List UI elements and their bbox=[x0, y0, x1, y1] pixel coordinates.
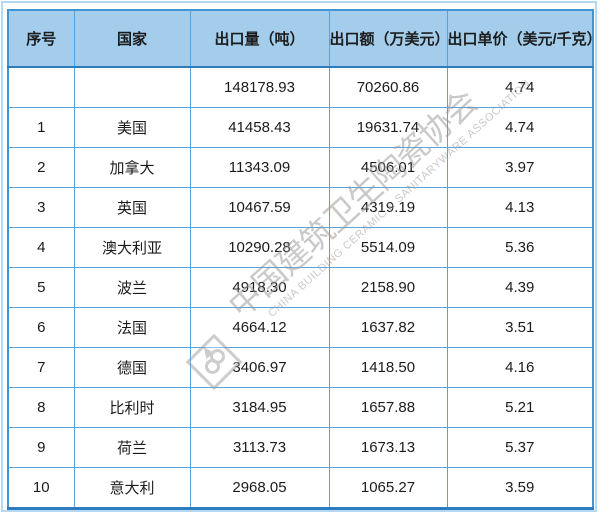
table-row: 5 波兰 4918.30 2158.90 4.39 bbox=[7, 267, 594, 308]
table-cell: 4.74 bbox=[446, 66, 594, 108]
table-cell: 意大利 bbox=[73, 467, 191, 509]
table-row: 4 澳大利亚 10290.28 5514.09 5.36 bbox=[7, 227, 594, 268]
table-cell: 41458.43 bbox=[189, 107, 330, 148]
column-header-serial: 序号 bbox=[7, 9, 75, 68]
table-cell: 比利时 bbox=[73, 387, 191, 428]
table-cell: 5 bbox=[7, 267, 75, 308]
table-row: 3 英国 10467.59 4319.19 4.13 bbox=[7, 187, 594, 228]
table-cell bbox=[73, 66, 191, 108]
table-cell: 3184.95 bbox=[189, 387, 330, 428]
export-data-table: 序号 国家 出口量（吨） 出口额（万美元） 出口单价（美元/千克） 148178… bbox=[7, 9, 594, 510]
table-row: 1 美国 41458.43 19631.74 4.74 bbox=[7, 107, 594, 148]
column-header-value: 出口额（万美元） bbox=[328, 9, 448, 68]
column-header-unit-price: 出口单价（美元/千克） bbox=[446, 9, 594, 68]
table-cell: 4 bbox=[7, 227, 75, 268]
table-cell: 波兰 bbox=[73, 267, 191, 308]
table-cell: 英国 bbox=[73, 187, 191, 228]
table-cell: 4.74 bbox=[446, 107, 594, 148]
table-cell: 1 bbox=[7, 107, 75, 148]
table-cell: 11343.09 bbox=[189, 147, 330, 188]
table-cell: 6 bbox=[7, 307, 75, 348]
table-row-total: 148178.93 70260.86 4.74 bbox=[7, 66, 594, 108]
table-cell: 7 bbox=[7, 347, 75, 388]
header-row: 序号 国家 出口量（吨） 出口额（万美元） 出口单价（美元/千克） bbox=[7, 9, 594, 68]
table-cell: 1065.27 bbox=[328, 467, 448, 509]
table-cell: 3.59 bbox=[446, 467, 594, 509]
table-cell: 荷兰 bbox=[73, 427, 191, 468]
table-cell: 德国 bbox=[73, 347, 191, 388]
table-row: 2 加拿大 11343.09 4506.01 3.97 bbox=[7, 147, 594, 188]
table-cell: 9 bbox=[7, 427, 75, 468]
table-cell: 5.37 bbox=[446, 427, 594, 468]
column-header-country: 国家 bbox=[73, 9, 191, 68]
table-cell: 4918.30 bbox=[189, 267, 330, 308]
table-cell: 19631.74 bbox=[328, 107, 448, 148]
table-cell: 4506.01 bbox=[328, 147, 448, 188]
table-cell: 3.97 bbox=[446, 147, 594, 188]
table-row: 6 法国 4664.12 1637.82 3.51 bbox=[7, 307, 594, 348]
table-cell: 1657.88 bbox=[328, 387, 448, 428]
table-cell: 148178.93 bbox=[189, 66, 330, 108]
table-cell: 10467.59 bbox=[189, 187, 330, 228]
table-cell: 3406.97 bbox=[189, 347, 330, 388]
table-cell: 5.36 bbox=[446, 227, 594, 268]
table-cell: 1637.82 bbox=[328, 307, 448, 348]
table-row: 10 意大利 2968.05 1065.27 3.59 bbox=[7, 467, 594, 509]
table-cell: 1673.13 bbox=[328, 427, 448, 468]
table-cell: 4319.19 bbox=[328, 187, 448, 228]
table-cell: 8 bbox=[7, 387, 75, 428]
table-cell: 4.13 bbox=[446, 187, 594, 228]
table-cell bbox=[7, 66, 75, 108]
table-cell: 3 bbox=[7, 187, 75, 228]
table-cell: 美国 bbox=[73, 107, 191, 148]
table-cell: 1418.50 bbox=[328, 347, 448, 388]
table-cell: 2 bbox=[7, 147, 75, 188]
table-cell: 法国 bbox=[73, 307, 191, 348]
table-cell: 4.39 bbox=[446, 267, 594, 308]
table-cell: 澳大利亚 bbox=[73, 227, 191, 268]
table-row: 8 比利时 3184.95 1657.88 5.21 bbox=[7, 387, 594, 428]
table-cell: 5.21 bbox=[446, 387, 594, 428]
table-row: 9 荷兰 3113.73 1673.13 5.37 bbox=[7, 427, 594, 468]
table-cell: 2158.90 bbox=[328, 267, 448, 308]
table-cell: 3113.73 bbox=[189, 427, 330, 468]
table-cell: 10290.28 bbox=[189, 227, 330, 268]
table-row: 7 德国 3406.97 1418.50 4.16 bbox=[7, 347, 594, 388]
table-cell: 10 bbox=[7, 467, 75, 509]
table-cell: 5514.09 bbox=[328, 227, 448, 268]
table-cell: 3.51 bbox=[446, 307, 594, 348]
table-cell: 4664.12 bbox=[189, 307, 330, 348]
column-header-volume: 出口量（吨） bbox=[189, 9, 330, 68]
table-cell: 加拿大 bbox=[73, 147, 191, 188]
table-cell: 4.16 bbox=[446, 347, 594, 388]
table-cell: 70260.86 bbox=[328, 66, 448, 108]
table-cell: 2968.05 bbox=[189, 467, 330, 509]
